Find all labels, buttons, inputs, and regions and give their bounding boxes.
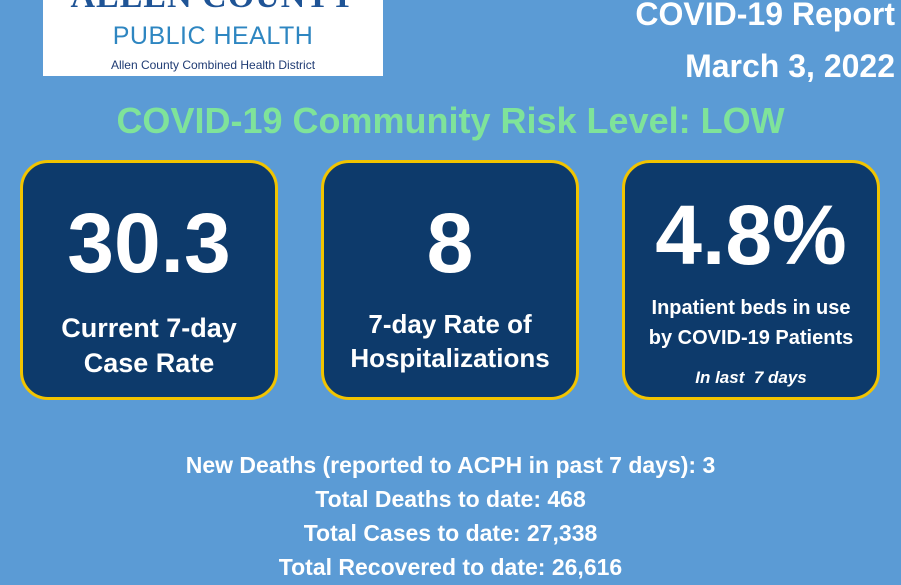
inpatient-beds-label-line1: Inpatient beds in use xyxy=(651,297,851,319)
summary-statistics: New Deaths (reported to ACPH in past 7 d… xyxy=(0,448,901,584)
inpatient-beds-card: 4.8% Inpatient beds in use by COVID-19 P… xyxy=(622,160,880,400)
logo-district-name: Allen County Combined Health District xyxy=(110,58,316,72)
total-deaths-stat: Total Deaths to date: 468 xyxy=(315,486,586,512)
inpatient-beds-note: In last 7 days xyxy=(695,368,807,387)
case-rate-label-line1: Current 7-day xyxy=(61,313,237,343)
inpatient-beds-value: 4.8% xyxy=(655,188,847,282)
inpatient-beds-label: Inpatient beds in use by COVID-19 Patien… xyxy=(625,293,877,353)
case-rate-card: 30.3 Current 7-day Case Rate xyxy=(20,160,278,400)
total-recovered-stat: Total Recovered to date: 26,616 xyxy=(278,554,623,580)
total-cases-stat: Total Cases to date: 27,338 xyxy=(303,520,598,546)
hospitalizations-value: 8 xyxy=(426,196,474,290)
report-title: COVID-19 Report xyxy=(635,0,895,32)
allen-county-public-health-logo: ALLEN COUNTY PUBLIC HEALTH Allen County … xyxy=(43,0,383,76)
hospitalizations-label: 7-day Rate of Hospitalizations xyxy=(324,308,576,376)
hospitalizations-label-line2: Hospitalizations xyxy=(350,342,550,373)
hospitalizations-label-line1: 7-day Rate of xyxy=(368,309,532,339)
case-rate-label: Current 7-day Case Rate xyxy=(23,311,275,381)
logo-unit-name: PUBLIC HEALTH xyxy=(112,22,314,50)
community-risk-level: COVID-19 Community Risk Level: LOW xyxy=(116,100,785,141)
new-deaths-stat: New Deaths (reported to ACPH in past 7 d… xyxy=(185,452,716,478)
case-rate-label-line2: Case Rate xyxy=(83,348,215,379)
hospitalizations-card: 8 7-day Rate of Hospitalizations xyxy=(321,160,579,400)
case-rate-value: 30.3 xyxy=(67,196,231,290)
report-date: March 3, 2022 xyxy=(685,48,895,84)
logo-org-name: ALLEN COUNTY xyxy=(43,0,383,16)
inpatient-beds-label-line2: by COVID-19 Patients xyxy=(648,327,854,349)
